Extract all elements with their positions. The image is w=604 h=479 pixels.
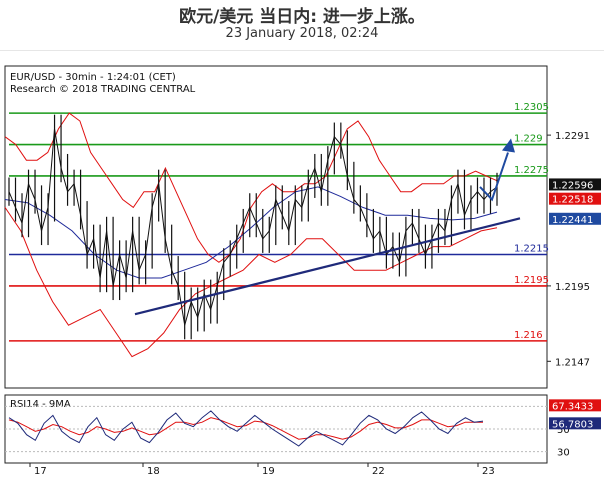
chart-subtitle: 23 January 2018, 02:24 (225, 26, 379, 41)
rsi-marker-box (549, 399, 601, 412)
support-trendline (134, 217, 521, 316)
current-price-marker-value: 1.22441 (552, 215, 593, 226)
resistance-level-label: 1.229 (514, 134, 543, 145)
x-tick-label: 22 (372, 466, 385, 477)
rsi-marker-value: 67.3433 (552, 401, 593, 412)
x-tick-label: 23 (482, 466, 495, 477)
rsi-panel-label: RSI14 - 9MA (10, 399, 71, 410)
support-level-label: 1.2195 (514, 275, 549, 286)
resistance-level-label: 1.2305 (514, 102, 549, 113)
current-price-marker-value: 1.22596 (552, 180, 593, 191)
resistance-level-label: 1.2275 (514, 165, 549, 176)
current-price-marker-box (549, 192, 601, 205)
pivot-level-label: 1.2215 (514, 243, 549, 254)
forecast-arrow-head (502, 138, 515, 153)
rsi-marker-box (549, 417, 601, 430)
rsi-line (8, 410, 484, 447)
price-tick-label: 1.2291 (555, 131, 590, 142)
symbol-info: EUR/USD - 30min - 1:24:01 (CET) (10, 72, 176, 83)
rsi-marker-value: 56.7803 (552, 419, 593, 430)
forecast-arrow-line (479, 152, 509, 202)
price-line (8, 128, 498, 326)
current-price-marker-value: 1.22518 (552, 195, 593, 206)
x-tick-label: 17 (34, 466, 47, 477)
support-level-label: 1.216 (514, 330, 543, 341)
price-tick-label: 1.2147 (555, 357, 590, 368)
current-price-marker-box (549, 178, 601, 191)
upper-band-line (4, 112, 498, 263)
x-tick-label: 19 (262, 466, 275, 477)
rsi-ma-line (8, 417, 483, 440)
chart-title: 欧元/美元 当日内: 进一步上涨。 (179, 7, 425, 27)
current-price-marker-box (549, 212, 601, 225)
research-credit: Research © 2018 TRADING CENTRAL (10, 84, 196, 95)
rsi-tick-label: 30 (557, 448, 570, 459)
header-separator (0, 50, 604, 51)
price-tick-label: 1.2195 (555, 282, 590, 293)
rsi-tick-label: 50 (557, 425, 570, 436)
lower-band-line (4, 207, 498, 358)
x-tick-label: 18 (147, 466, 160, 477)
